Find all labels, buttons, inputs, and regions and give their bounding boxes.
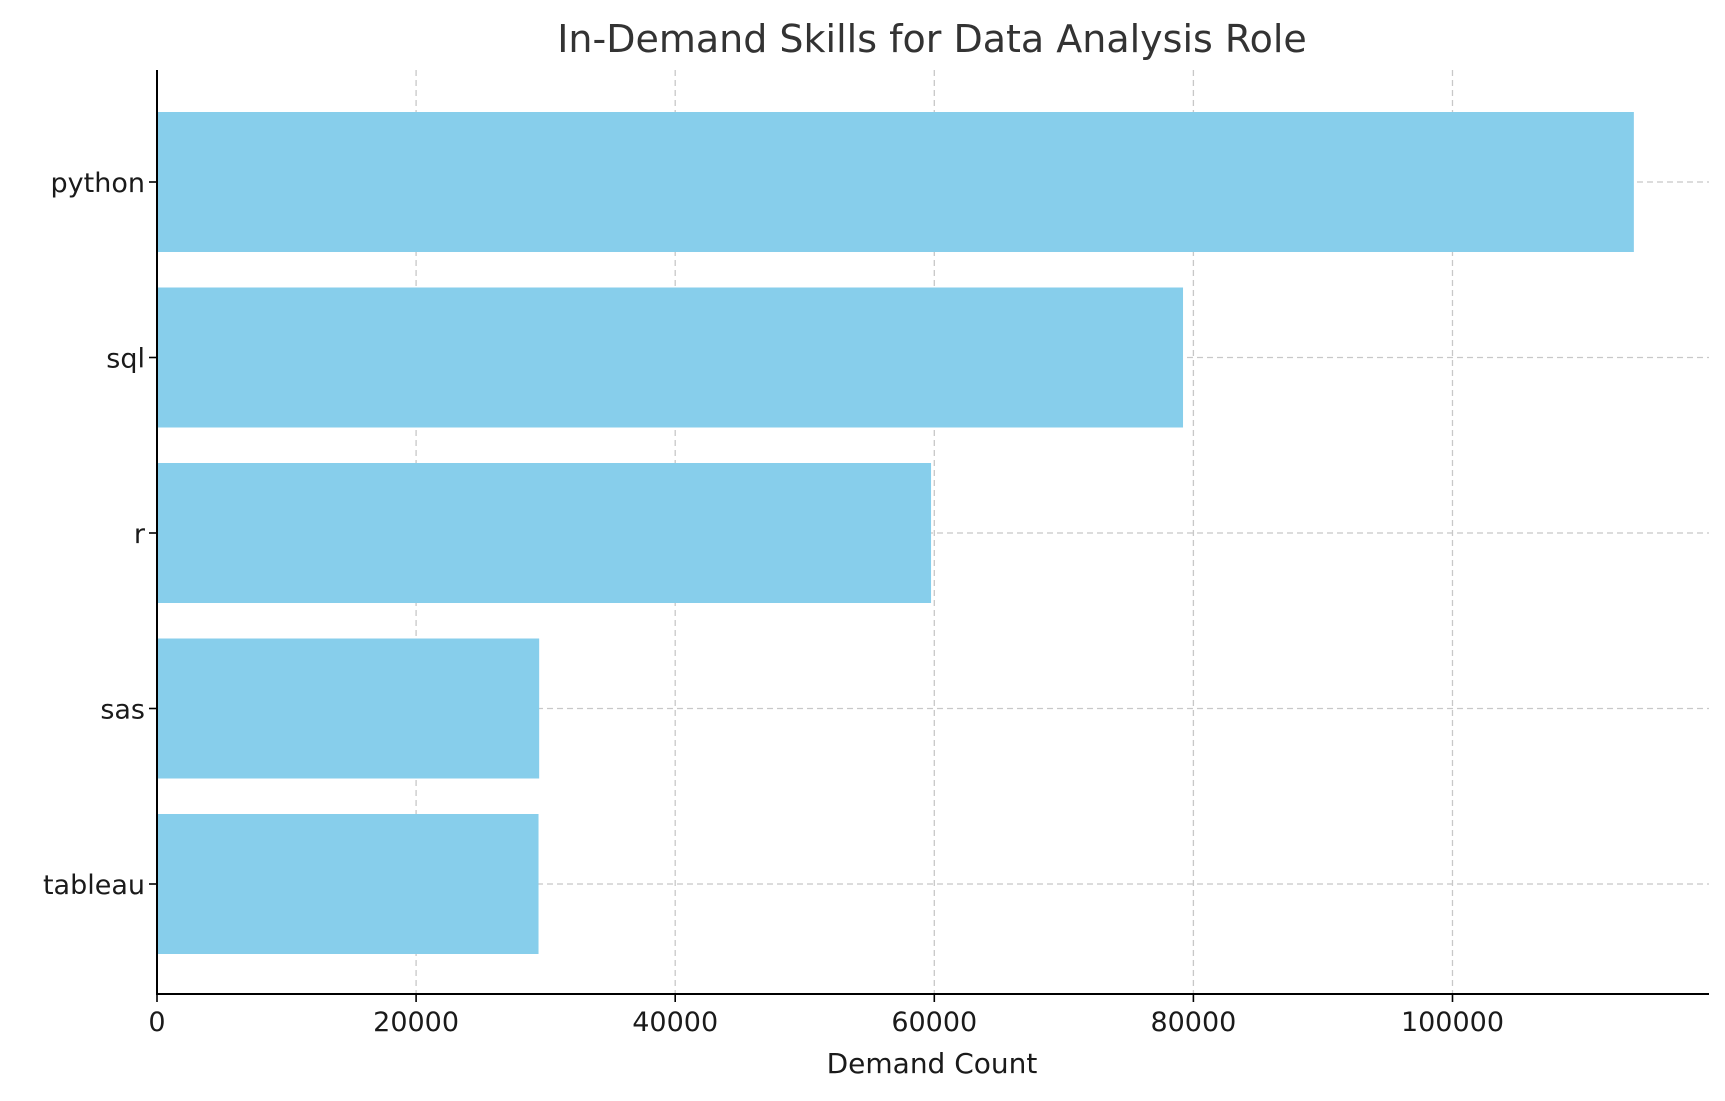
- y-tick-label: r: [134, 519, 146, 550]
- chart-title: In-Demand Skills for Data Analysis Role: [557, 17, 1307, 61]
- x-tick-label: 20000: [373, 1007, 459, 1038]
- x-tick-label: 40000: [632, 1007, 718, 1038]
- y-tick-label: tableau: [43, 870, 145, 901]
- x-ticks: 0 20000 40000 60000 80000 100000: [148, 994, 1504, 1038]
- bar-sql: [157, 287, 1184, 428]
- axes: [156, 70, 1709, 995]
- y-tick-label: sql: [106, 344, 145, 375]
- x-tick-label: 100000: [1401, 1007, 1504, 1038]
- y-tick-label: sas: [100, 695, 145, 726]
- x-axis-label: Demand Count: [827, 1047, 1038, 1080]
- bars: [157, 112, 1634, 954]
- y-ticks: python sql r sas tableau: [43, 168, 157, 901]
- x-tick-label: 80000: [1150, 1007, 1236, 1038]
- bar-sas: [157, 638, 540, 779]
- bar-r: [157, 463, 932, 603]
- y-tick-label: python: [51, 168, 145, 199]
- x-tick-label: 0: [148, 1007, 165, 1038]
- bar-tableau: [157, 814, 539, 954]
- bar-python: [157, 112, 1634, 252]
- x-tick-label: 60000: [891, 1007, 977, 1038]
